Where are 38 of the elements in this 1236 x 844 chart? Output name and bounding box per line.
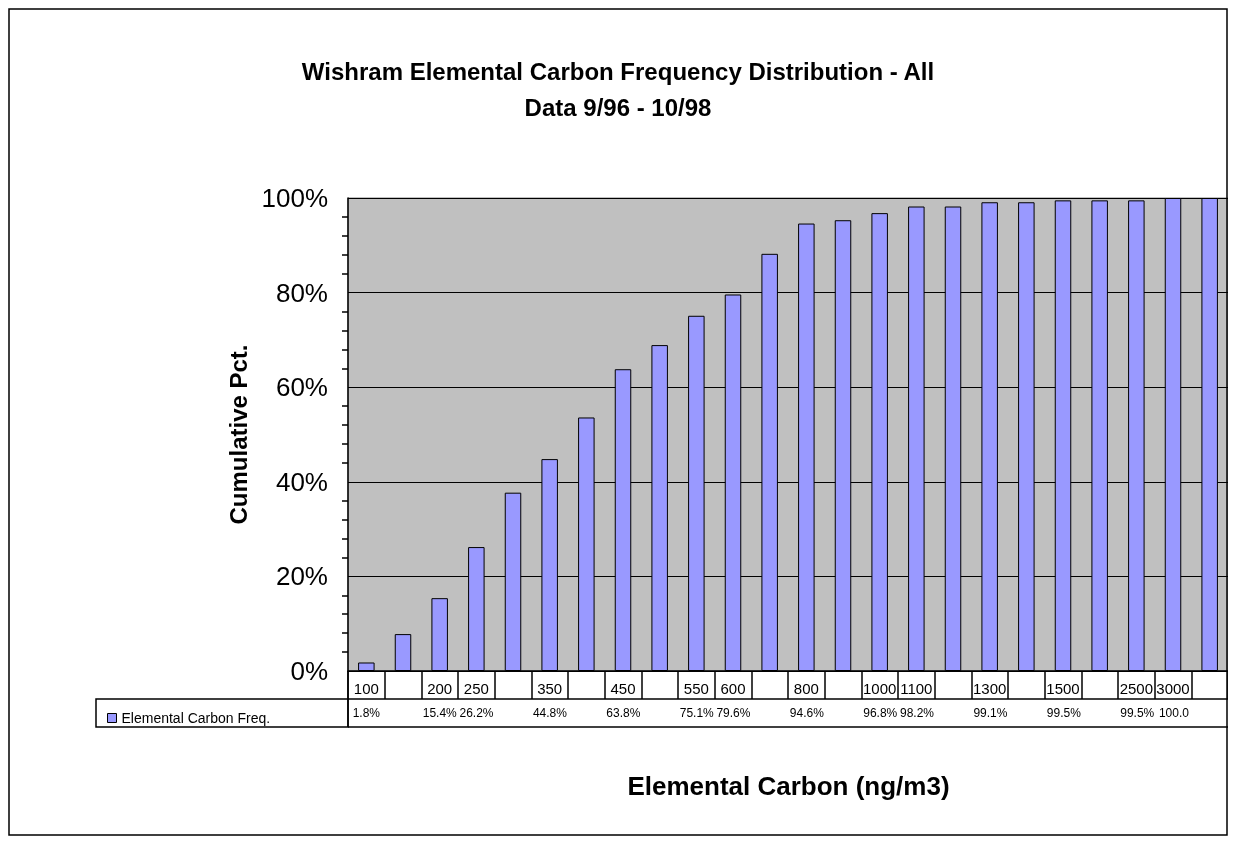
data-label: 100.0: [1158, 706, 1190, 720]
x-tick-label: 550: [683, 680, 709, 697]
y-tick-label: 60%: [275, 372, 328, 403]
legend-label: Elemental Carbon Freq.: [121, 710, 271, 726]
x-tick-label: 450: [610, 680, 636, 697]
data-label: 99.5%: [1120, 706, 1155, 720]
data-label: 99.5%: [1046, 706, 1082, 720]
x-tick-label: 200: [427, 680, 453, 697]
y-tick-label: 100%: [261, 183, 328, 213]
x-tick-label: 350: [537, 680, 563, 697]
data-label: 75.1%: [679, 706, 715, 720]
data-label: 1.8%: [352, 706, 381, 720]
x-tick-label: 1300: [972, 680, 1007, 697]
y-tick-label: 40%: [275, 466, 328, 497]
x-tick-label: 800: [793, 680, 819, 697]
x-axis-title: Elemental Carbon (ng/m3): [627, 771, 950, 801]
data-label: 63.8%: [606, 706, 641, 720]
y-axis-title: Cumulative Pct.: [224, 344, 252, 525]
x-tick-label: 600: [720, 680, 746, 697]
data-label: 98.2%: [899, 706, 935, 720]
data-label: 99.1%: [973, 706, 1008, 720]
data-label: 44.8%: [532, 706, 568, 720]
x-tick-label: 250: [463, 680, 489, 697]
data-label: 79.6%: [716, 706, 751, 720]
x-tick-label: 2500: [1119, 680, 1154, 697]
x-tick-label: 1000: [862, 680, 897, 697]
y-tick-label: 0%: [290, 656, 328, 686]
data-label: 96.8%: [863, 706, 898, 720]
x-tick-label: 1500: [1046, 680, 1080, 697]
chart-title: Wishram Elemental Carbon Frequency Distribution - All Data 9/96 - 10/98: [301, 57, 935, 121]
x-tick-label: 1100: [900, 680, 933, 697]
y-tick-label: 20%: [275, 561, 328, 592]
x-tick-label: 3000: [1156, 680, 1190, 697]
data-label: 94.6%: [789, 706, 825, 720]
data-label: 26.2%: [459, 706, 494, 720]
y-tick-label: 80%: [275, 277, 328, 308]
x-tick-label: 100: [353, 680, 379, 697]
data-label: 15.4%: [422, 706, 458, 720]
